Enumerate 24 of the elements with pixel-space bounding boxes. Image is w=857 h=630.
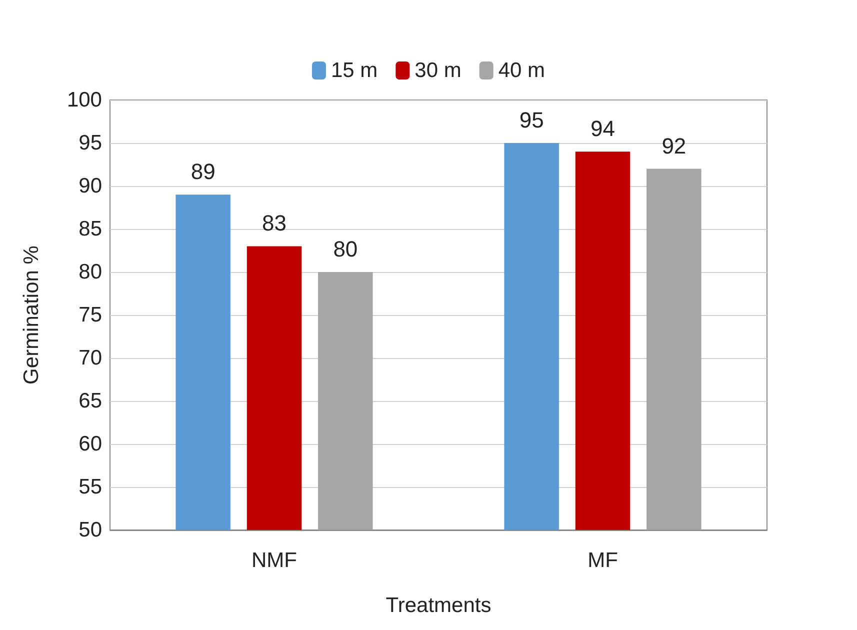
data-label: 83 [262,210,286,236]
y-tick-label: 50 [78,518,102,542]
y-tick-label: 65 [78,390,102,412]
y-tick-label: 75 [78,304,102,326]
data-label: 80 [333,236,358,262]
legend-label: 30 m [414,59,462,82]
data-label: 94 [590,116,615,142]
y-axis-title: Germination % [20,246,43,384]
data-label: 89 [190,159,216,184]
y-tick-label: 95 [78,132,102,154]
y-tick-label: 100 [66,88,102,112]
y-tick-label: 90 [78,174,102,198]
data-label: 92 [662,133,686,158]
legend-label: 15 m [330,59,378,82]
y-tick-label: 55 [78,476,102,498]
y-tick-label: 85 [78,218,102,240]
legend-label: 40 m [498,59,546,82]
x-axis-title: Treatments [386,594,492,617]
x-tick-label: MF [588,549,618,572]
y-tick-label: 70 [78,346,102,370]
y-tick-label: 80 [78,260,102,284]
y-tick-label: 60 [78,432,102,456]
x-tick-label: NMF [252,549,297,572]
data-label: 95 [519,108,544,132]
